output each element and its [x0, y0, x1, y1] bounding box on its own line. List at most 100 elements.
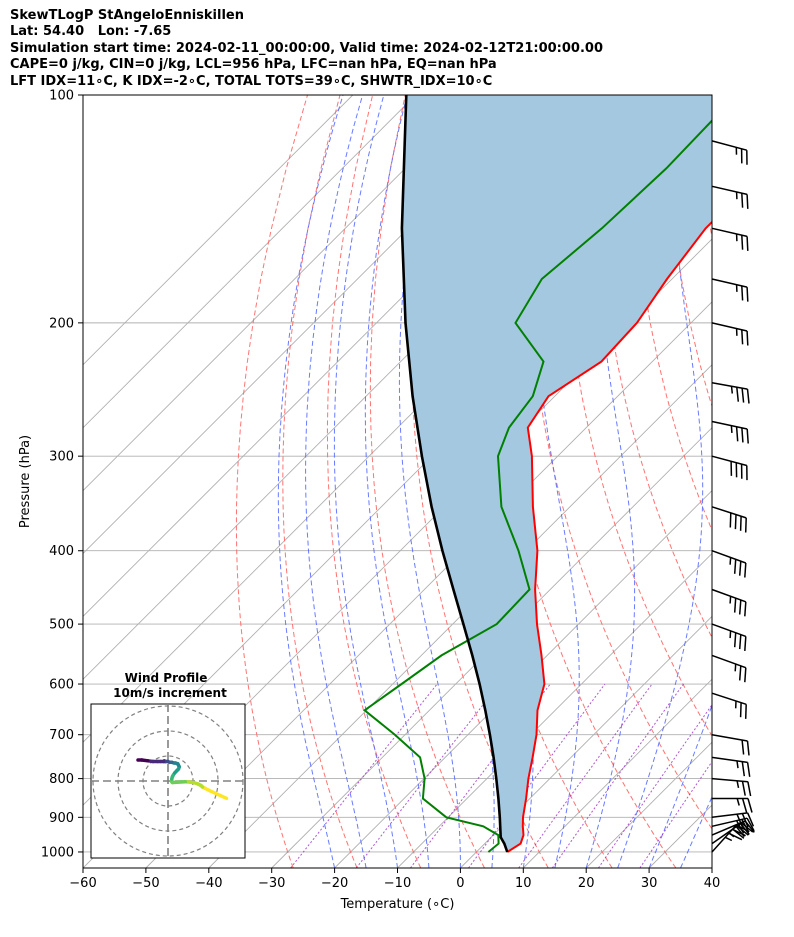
- barb-flag: [744, 517, 747, 533]
- wind-barb: [711, 185, 749, 209]
- moist-adiabat: [305, 95, 367, 868]
- dewpoint-line: [362, 119, 712, 853]
- barb-shaft: [711, 278, 748, 288]
- moist-adiabat: [711, 866, 712, 868]
- dry-adiabat: [235, 95, 308, 868]
- barb-flag: [741, 388, 745, 403]
- barb-flag: [741, 193, 744, 208]
- barb-flag: [735, 426, 739, 442]
- barb-shaft: [711, 692, 747, 706]
- wind-barb: [711, 455, 748, 481]
- x-tick-label: −10: [384, 876, 411, 891]
- wind-barb: [711, 549, 747, 578]
- barb-flag: [734, 824, 745, 838]
- y-tick-label: 700: [49, 728, 74, 743]
- barb-flag: [744, 601, 747, 617]
- wind-barb: [711, 420, 749, 444]
- barb-half-flag: [730, 386, 734, 394]
- barb-half-flag: [736, 798, 740, 806]
- barb-half-flag: [729, 630, 732, 639]
- barb-half-flag: [729, 557, 732, 565]
- wind-barb: [711, 227, 749, 251]
- hodograph-title: Wind Profile: [125, 671, 208, 685]
- y-tick-label: 600: [49, 678, 74, 693]
- barb-flag: [741, 813, 749, 828]
- barb-shaft: [711, 140, 747, 151]
- barb-shaft: [711, 756, 748, 764]
- moist-adiabat: [648, 703, 712, 868]
- barb-flag: [741, 761, 746, 777]
- isotherm: [711, 867, 712, 868]
- y-tick-label: 800: [49, 772, 74, 787]
- temperature-line: [506, 220, 712, 853]
- barb-flag: [739, 702, 742, 718]
- barb-flag: [746, 287, 749, 302]
- barb-flag: [746, 817, 755, 832]
- barb-flag: [741, 781, 746, 796]
- mixing-ratio-line: [597, 703, 712, 868]
- hodograph-segment: [170, 780, 188, 785]
- barb-shaft: [711, 623, 747, 638]
- barb-shaft: [711, 654, 747, 669]
- wind-barb: [711, 588, 747, 617]
- barb-half-flag: [730, 425, 733, 433]
- dry-adiabat: [731, 95, 794, 868]
- y-tick-label: 1000: [41, 845, 74, 860]
- barb-flag: [741, 819, 750, 833]
- wind-barb: [711, 817, 755, 834]
- wind-barb: [711, 733, 750, 756]
- y-axis-label: Pressure (hPa): [18, 435, 33, 528]
- barb-flag: [733, 632, 737, 648]
- barb-flag: [747, 781, 752, 797]
- isotherm: [522, 678, 712, 868]
- y-tick-label: 500: [49, 618, 74, 633]
- barb-flag: [741, 739, 745, 755]
- barb-flag: [747, 798, 753, 813]
- x-axis-label: Temperature (∘C): [340, 897, 455, 912]
- barb-shaft: [711, 455, 747, 467]
- wind-barb: [711, 623, 747, 651]
- moist-adiabat: [533, 95, 580, 868]
- barb-flag: [744, 704, 747, 719]
- mixing-ratio-line: [518, 683, 653, 868]
- barb-flag: [738, 561, 742, 576]
- profile-lines: [362, 95, 712, 853]
- barb-half-flag: [724, 836, 733, 842]
- location-line: Lat: 54.40 Lon: -7.65: [10, 24, 172, 40]
- barb-half-flag: [734, 663, 737, 672]
- barb-flag: [738, 634, 742, 650]
- barb-flag: [736, 813, 744, 828]
- barb-shaft: [711, 820, 746, 836]
- moist-adiabat: [585, 95, 636, 868]
- isotherm: [460, 615, 712, 868]
- moist-adiabat: [333, 95, 398, 868]
- wind-barb: [711, 812, 755, 828]
- wind-barb: [711, 506, 747, 533]
- isotherm: [83, 95, 479, 492]
- barb-flag: [746, 740, 750, 756]
- hodograph-segment: [208, 789, 222, 798]
- x-tick-label: −40: [195, 876, 222, 891]
- moist-adiabat: [617, 95, 704, 868]
- barb-flag: [746, 389, 750, 404]
- barb-flag: [746, 330, 749, 346]
- y-tick-label: 300: [49, 450, 74, 465]
- barb-flag: [735, 820, 745, 834]
- barb-shaft: [711, 777, 748, 783]
- chart-header: SkewTLogP StAngeloEnniskillen Lat: 54.40…: [10, 8, 603, 90]
- barb-flag: [741, 427, 744, 443]
- barb-flag: [741, 235, 744, 250]
- wind-barb: [711, 278, 749, 302]
- y-tick-label: 200: [49, 316, 74, 331]
- x-tick-label: −20: [321, 876, 348, 891]
- x-tick-label: 20: [578, 876, 595, 891]
- barb-flag: [744, 636, 747, 651]
- barb-flag: [732, 828, 745, 839]
- barb-flag: [746, 194, 749, 209]
- y-tick-label: 100: [49, 89, 74, 104]
- y-tick-label: 400: [49, 544, 74, 559]
- parcel-line: [400, 95, 509, 853]
- wind-barb: [711, 756, 751, 777]
- dry-adiabat: [764, 95, 794, 868]
- barb-flag: [736, 387, 740, 402]
